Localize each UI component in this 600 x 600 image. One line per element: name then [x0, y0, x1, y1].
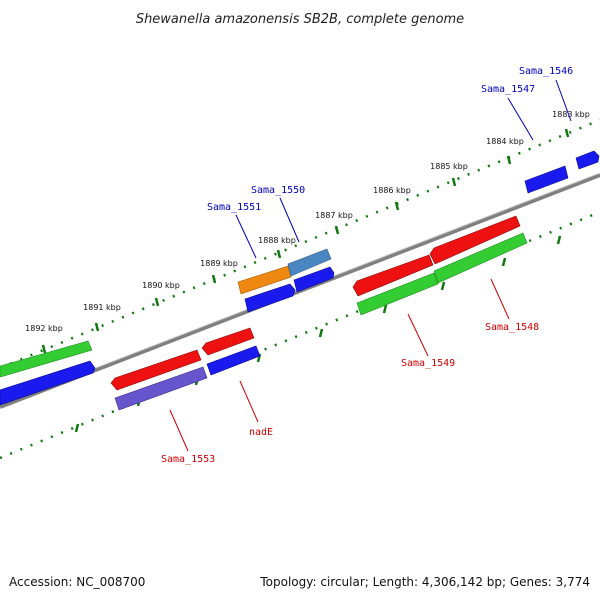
scale-label-1885: 1885 kbp — [430, 162, 468, 171]
forward-features — [0, 150, 600, 406]
accession-text: Accession: NC_008700 — [9, 575, 145, 589]
gene-feature-far-left-blue[interactable] — [0, 360, 96, 406]
gene-feature-sama-1548-red[interactable] — [429, 215, 521, 265]
map-title: Shewanella amazonensis SB2B, complete ge… — [136, 12, 464, 27]
scale-labels: 1883 kbp 1884 kbp 1885 kbp 1886 kbp 1887… — [25, 110, 590, 333]
genome-summary-text: Topology: circular; Length: 4,306,142 bp… — [259, 575, 590, 589]
gene-feature-sama-1546-blue[interactable] — [575, 150, 600, 170]
forward-label-leaders — [235, 79, 572, 259]
gene-feature-far-left-green[interactable] — [0, 340, 93, 378]
gene-label-sama-1546[interactable]: Sama_1546 — [519, 66, 573, 77]
reverse-label-leaders — [169, 278, 510, 452]
gene-label-nade[interactable]: nadE — [249, 427, 273, 438]
gene-label-sama-1553[interactable]: Sama_1553 — [161, 454, 215, 465]
upper-major-ticks — [41, 128, 570, 354]
scale-label-1888: 1888 kbp — [258, 236, 296, 245]
gene-feature-blue-1888[interactable] — [293, 266, 335, 293]
gene-feature-sama-1549-green[interactable] — [356, 272, 439, 316]
gene-label-sama-1550[interactable]: Sama_1550 — [251, 185, 305, 196]
gene-feature-nade-red[interactable] — [201, 327, 255, 356]
gene-label-sama-1547[interactable]: Sama_1547 — [481, 84, 535, 95]
gene-feature-sama-1551-orange[interactable] — [237, 265, 292, 295]
gene-feature-sama-1550-steelblue[interactable] — [287, 248, 332, 277]
scale-label-1884: 1884 kbp — [486, 137, 524, 146]
scale-label-1887: 1887 kbp — [315, 211, 353, 220]
gene-feature-sama-1548-green[interactable] — [433, 232, 528, 284]
gene-feature-blue-1889[interactable] — [244, 283, 296, 313]
gene-feature-blue-nade[interactable] — [206, 345, 261, 376]
scale-label-1889: 1889 kbp — [200, 259, 238, 268]
scale-label-1891: 1891 kbp — [83, 303, 121, 312]
gene-labels: Sama_1546 Sama_1547 Sama_1550 Sama_1551 … — [161, 66, 573, 465]
scale-label-1892: 1892 kbp — [25, 324, 63, 333]
gene-feature-sama-1553-purple[interactable] — [114, 366, 208, 411]
gene-label-sama-1549[interactable]: Sama_1549 — [401, 358, 455, 369]
gene-feature-sama-1553-red[interactable] — [110, 349, 202, 391]
reverse-features — [110, 215, 528, 411]
scale-label-1883: 1883 kbp — [552, 110, 590, 119]
gene-label-sama-1551[interactable]: Sama_1551 — [207, 202, 261, 213]
scale-label-1886: 1886 kbp — [373, 186, 411, 195]
scale-label-1890: 1890 kbp — [142, 281, 180, 290]
gene-label-sama-1548[interactable]: Sama_1548 — [485, 322, 539, 333]
gene-feature-sama-1547-blue[interactable] — [524, 165, 569, 194]
gene-feature-sama-1549-red[interactable] — [352, 254, 434, 297]
